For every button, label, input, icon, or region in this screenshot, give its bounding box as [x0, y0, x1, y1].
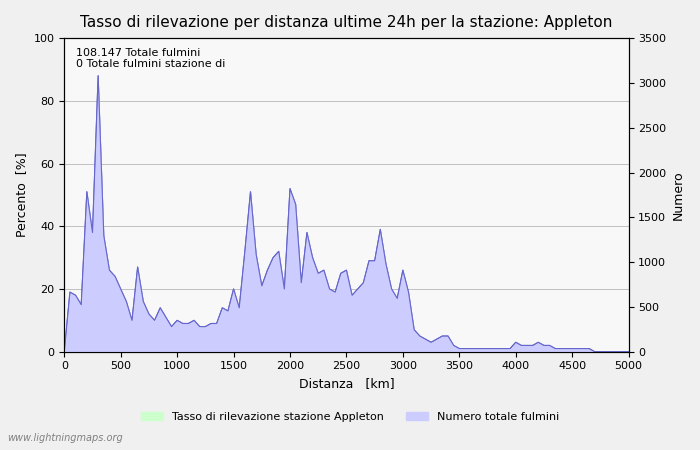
Text: 108.147 Totale fulmini
0 Totale fulmini stazione di: 108.147 Totale fulmini 0 Totale fulmini … — [76, 48, 225, 69]
Y-axis label: Numero: Numero — [672, 170, 685, 220]
Text: www.lightningmaps.org: www.lightningmaps.org — [7, 433, 122, 443]
X-axis label: Distanza   [km]: Distanza [km] — [299, 377, 394, 390]
Legend: Tasso di rilevazione stazione Appleton, Numero totale fulmini: Tasso di rilevazione stazione Appleton, … — [136, 408, 564, 427]
Title: Tasso di rilevazione per distanza ultime 24h per la stazione: Appleton: Tasso di rilevazione per distanza ultime… — [80, 15, 612, 30]
Y-axis label: Percento  [%]: Percento [%] — [15, 153, 28, 237]
